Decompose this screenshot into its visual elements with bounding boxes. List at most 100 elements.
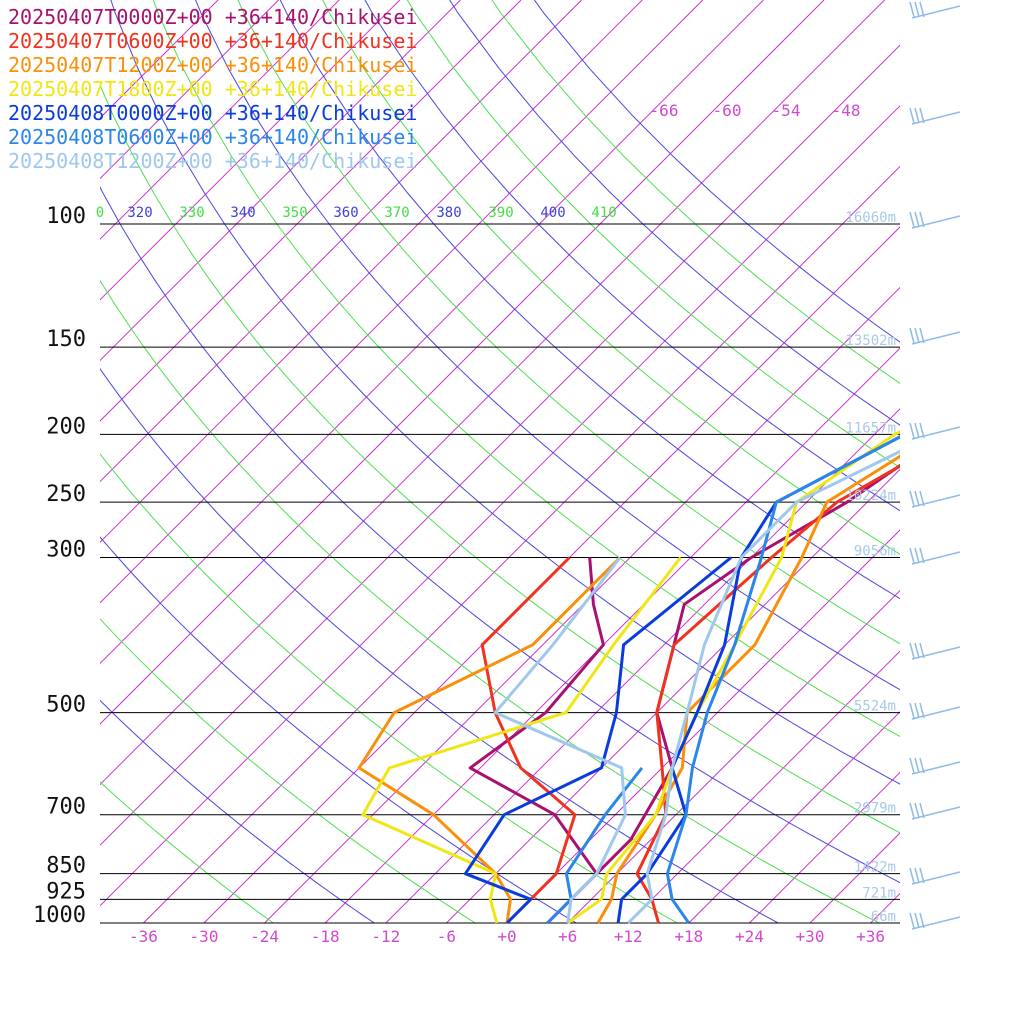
wind-barb [909, 422, 961, 440]
isotherm-line [809, 832, 900, 924]
height-label: 1422m [854, 860, 896, 876]
dewpoint-profile-line [546, 766, 644, 925]
isotherm-line [931, 0, 1024, 923]
temperature-tick-label: +36 [856, 927, 885, 946]
wind-barb-staff [911, 706, 961, 720]
height-label: 10224m [845, 488, 896, 504]
height-label: 11657m [845, 420, 896, 436]
isotherm-line [100, 44, 900, 846]
wind-barb-feather [914, 327, 920, 344]
wind-barb-feather [909, 422, 915, 439]
temperature-profile-line [596, 454, 900, 924]
wind-barb-feather [919, 1, 925, 18]
wind-barb-staff [911, 111, 961, 125]
isotherm-line [100, 0, 704, 604]
temperature-tick-label: -36 [129, 927, 158, 946]
wind-barb-feather [914, 802, 920, 819]
wind-barb-feather [919, 422, 925, 439]
wind-barb-feather [914, 702, 920, 719]
wind-barb-feather [914, 490, 920, 507]
dewpoint-profile-line [463, 556, 733, 925]
dry-adiabat-line [364, 0, 900, 512]
wind-barb-feather [909, 912, 915, 929]
temperature-profile-line [616, 435, 900, 924]
isotherm-line [749, 771, 900, 924]
wind-barb-feather [914, 912, 920, 929]
wind-barb-feather [919, 802, 925, 819]
temperature-profile-line [665, 435, 900, 924]
isotherm-line [203, 226, 900, 924]
dewpoint-profile-line [357, 556, 622, 924]
dry-adiabat-line [449, 0, 900, 426]
wind-barb [909, 327, 961, 345]
wind-barb [909, 802, 961, 820]
isotherm-line [100, 0, 340, 240]
top-isotherm-label: -48 [832, 101, 861, 120]
pressure-label: 250 [46, 482, 86, 507]
wind-barb-staff [911, 916, 961, 930]
temperature-tick-label: +6 [558, 927, 577, 946]
wind-barb-feather [919, 547, 925, 564]
wind-barb [909, 547, 961, 565]
pressure-label: 300 [46, 538, 86, 563]
dewpoint-profile-line [480, 556, 577, 925]
theta-label: 360 [333, 205, 358, 221]
height-label: 2979m [854, 801, 896, 817]
wind-barb-feather [914, 1, 920, 18]
dry-adiabat-line [100, 453, 678, 924]
isotherm-line [688, 711, 900, 924]
isotherm-line [627, 650, 900, 924]
theta-label: 370 [384, 205, 409, 221]
wind-barb [909, 867, 961, 885]
wind-barb-feather [909, 547, 915, 564]
isotherm-grid [100, 0, 1024, 924]
isotherm-line [567, 589, 900, 924]
wind-barb [909, 757, 961, 775]
wind-barb-feather [909, 867, 915, 884]
wind-barb-staff [911, 494, 961, 508]
dewpoint-profile-line [493, 556, 627, 924]
isotherm-line [100, 0, 461, 362]
wind-barb-staff [911, 871, 961, 885]
wind-barb-feather [919, 107, 925, 124]
wind-barb-feather [909, 1, 915, 18]
pressure-label: 500 [46, 693, 86, 718]
dry-adiabat-line [406, 0, 900, 469]
temperature-profile-line [546, 463, 900, 925]
wind-barb-staff [911, 551, 961, 565]
wind-barb [909, 1, 961, 19]
legend-entry: 20250407T1800Z+00 +36+140/Chikusei [8, 77, 417, 101]
temperature-tick-label: -6 [437, 927, 456, 946]
pressure-label: 100 [46, 204, 86, 229]
theta-label: 0 [96, 205, 104, 221]
wind-barb-feather [909, 702, 915, 719]
wind-barb-staff [911, 761, 961, 775]
isotherm-line [100, 0, 582, 483]
wind-barb-feather [919, 912, 925, 929]
theta-label: 350 [282, 205, 307, 221]
wind-barb [909, 702, 961, 720]
theta-label: 380 [436, 205, 461, 221]
isotherm-line [264, 286, 900, 924]
wind-barb-feather [909, 211, 915, 228]
wind-barb-feather [919, 642, 925, 659]
wind-barb-feather [919, 211, 925, 228]
pressure-label: 925 [46, 879, 86, 904]
temperature-tick-label: -18 [311, 927, 340, 946]
height-label: 721m [862, 885, 896, 901]
legend-entry: 20250407T0000Z+00 +36+140/Chikusei [8, 5, 417, 29]
wind-barb-feather [919, 867, 925, 884]
wind-barb [909, 912, 961, 930]
height-label: 9056m [854, 544, 896, 560]
temperature-tick-label: +30 [796, 927, 825, 946]
dry-adiabat-line [100, 699, 375, 924]
pressure-level-lines [100, 223, 900, 924]
theta-label: 390 [488, 205, 513, 221]
wind-barb [909, 490, 961, 508]
pressure-label: 700 [46, 795, 86, 820]
isotherm-line [143, 165, 900, 924]
legend-entry: 20250408T0000Z+00 +36+140/Chikusei [8, 101, 417, 125]
wind-barb-feather [909, 757, 915, 774]
wind-barb [909, 642, 961, 660]
top-isotherm-label: -54 [772, 101, 801, 120]
